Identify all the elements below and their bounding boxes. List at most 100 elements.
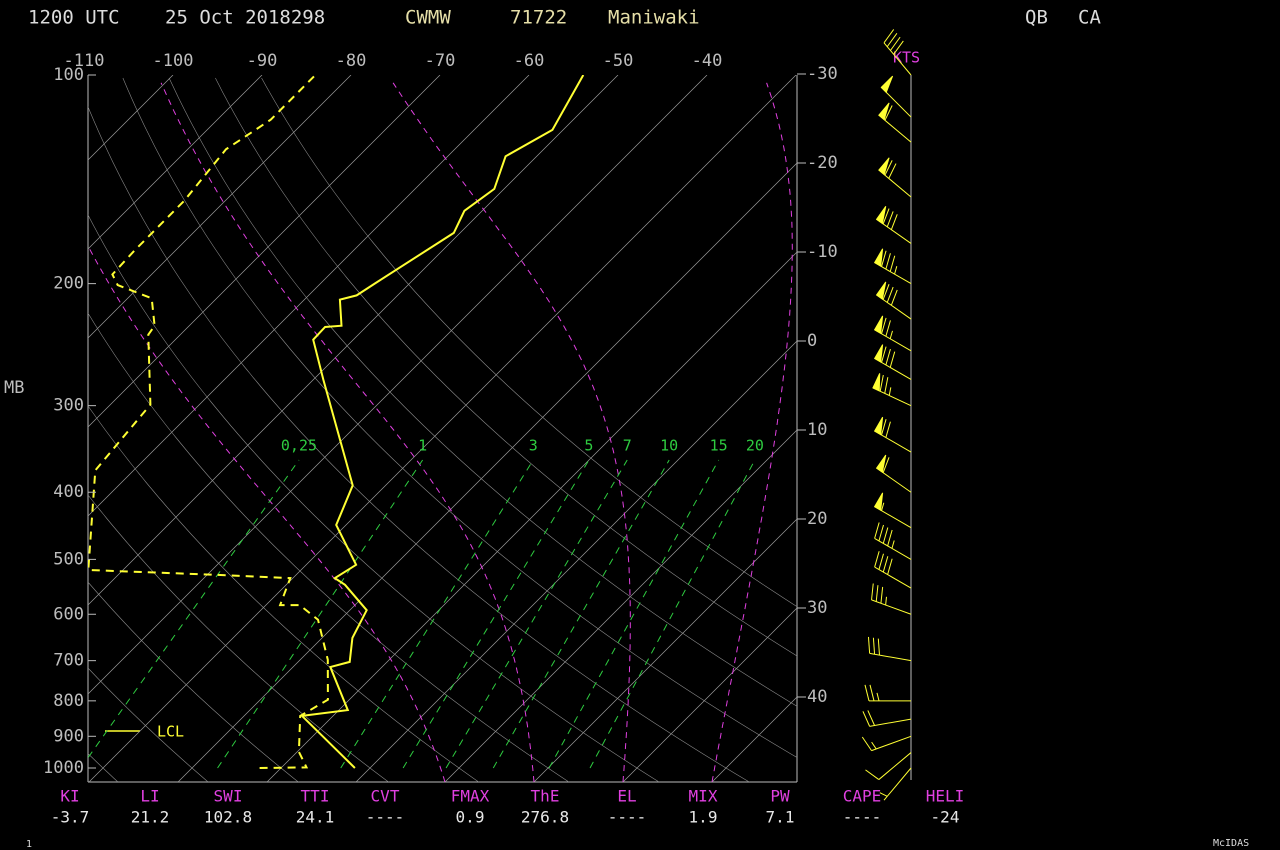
y-tick-label: 200 (53, 274, 84, 294)
dry-adiabat (88, 105, 750, 782)
y-tick-label: 700 (53, 651, 84, 671)
station-name: Maniwaki (608, 7, 700, 29)
barb-full (875, 585, 879, 602)
isotherm (444, 429, 797, 782)
barb-half (888, 387, 892, 396)
dry-adiabat (88, 312, 570, 782)
barb-full (879, 374, 884, 392)
barb-flag (875, 454, 887, 474)
dewpoint-line (88, 75, 329, 769)
barb-full (884, 160, 893, 176)
isotherm (88, 75, 530, 517)
y-tick-label: 100 (53, 65, 84, 85)
wind-barb (880, 75, 912, 118)
barb-full (884, 105, 893, 121)
isotherm (88, 75, 619, 606)
isotherm (266, 251, 797, 782)
barb-full (890, 36, 901, 51)
dry-adiabat (88, 581, 299, 782)
index-label: EL (617, 787, 636, 806)
mixing-ratio-label: 7 (623, 437, 632, 455)
index-label: TTI (301, 787, 330, 806)
barb-full (885, 320, 891, 337)
barb-full (882, 556, 889, 573)
barb-full (888, 163, 897, 179)
barb-half (871, 741, 877, 750)
index-value: 24.1 (296, 808, 335, 827)
isotherm-label: 20 (807, 509, 827, 529)
x-tick-label: -90 (247, 51, 278, 71)
index-label: CAPE (843, 787, 882, 806)
barb-full (884, 377, 889, 394)
barb-full (885, 348, 891, 366)
barb-full (890, 289, 898, 306)
isotherm (533, 518, 797, 782)
mixing-ratio-line (340, 459, 534, 769)
mixing-ratio-line (548, 459, 720, 769)
index-value: ---- (366, 808, 405, 827)
index-label: SWI (214, 787, 243, 806)
barb-half (891, 540, 895, 549)
mixing-ratio-label: 20 (746, 437, 764, 455)
isotherm-label: 30 (807, 598, 827, 618)
wind-barb (873, 492, 912, 529)
x-tick-label: -70 (425, 51, 456, 71)
wind-barb (875, 205, 912, 244)
mixing-ratio-label: 3 (529, 437, 538, 455)
mixing-ratio-label: 5 (584, 437, 593, 455)
speed-unit: KTS (893, 49, 920, 67)
barb-full (882, 208, 890, 225)
wind-barb (879, 767, 912, 801)
barb-full (867, 636, 871, 654)
barb-staff (869, 718, 912, 727)
y-tick-label: 400 (53, 482, 84, 502)
y-tick-label: 500 (53, 549, 84, 569)
moist-adiabat (160, 82, 535, 782)
moist-adiabat (392, 82, 631, 782)
dry-adiabat (88, 405, 479, 782)
barb-full (885, 253, 891, 270)
barb-staff (883, 767, 912, 801)
barb-full (890, 214, 898, 230)
x-tick-label: -60 (514, 51, 545, 71)
isotherm-label: -30 (807, 64, 838, 84)
barb-flag (878, 157, 890, 176)
mixing-ratio-line (217, 459, 424, 769)
barb-half (894, 266, 898, 275)
barb-staff (878, 752, 912, 780)
barb-full (893, 40, 904, 55)
station-number: 71722 (510, 7, 567, 29)
barb-full (882, 283, 890, 300)
y-tick-label: 1000 (43, 758, 84, 778)
wind-barb (873, 416, 912, 453)
index-value: -24 (931, 808, 960, 827)
temperature-line (299, 75, 585, 769)
plot-area (88, 75, 797, 782)
barb-full (886, 286, 894, 303)
wind-barb (862, 710, 912, 727)
barb-full (881, 317, 887, 334)
mixing-ratio-label: 1 (418, 437, 427, 455)
wind-barb (872, 373, 912, 407)
index-label: FMAX (451, 787, 490, 806)
time: 1200 UTC (28, 7, 120, 29)
barb-staff (874, 537, 912, 560)
station-id: CWMW (405, 7, 451, 29)
barb-full (882, 527, 889, 544)
mixing-ratio-line (88, 459, 300, 759)
index-label: PW (770, 787, 790, 806)
moist-adiabat (88, 244, 446, 782)
x-tick-label: -80 (336, 51, 367, 71)
wind-barb (873, 248, 912, 285)
barb-flag (872, 373, 881, 392)
barb-full (864, 684, 870, 701)
index-value: 7.1 (766, 808, 795, 827)
wind-barb (873, 344, 912, 380)
moist-adiabat (711, 82, 793, 782)
barb-flag (873, 315, 884, 335)
barb-full (869, 684, 875, 701)
wind-barb (874, 522, 912, 560)
wind-barb (883, 29, 912, 76)
wind-barb (871, 583, 912, 615)
